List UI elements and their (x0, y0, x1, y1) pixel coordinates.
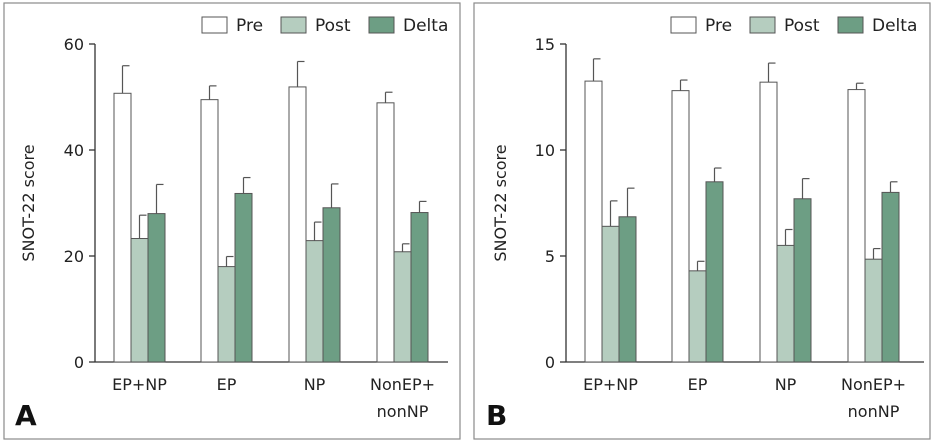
panel-label: B (486, 399, 507, 432)
x-tick-label: NonEP+ (841, 375, 906, 394)
bar-pre (288, 86, 307, 363)
panel-b: 0 5 10 15 SNOT-22 score EP+NP EP NP NonEP+ nonNP P… (473, 2, 931, 440)
bar-post (217, 266, 236, 363)
legend-label-post: Post (784, 16, 820, 36)
bar-delta (881, 191, 900, 363)
bar-delta (705, 181, 724, 363)
x-tick-label: EP (217, 375, 237, 394)
bar-post (393, 251, 412, 363)
legend-label-delta: Delta (872, 16, 917, 36)
bar-pre (671, 90, 690, 363)
x-tick-label: nonNP (848, 402, 900, 421)
x-tick-label: NP (775, 375, 797, 394)
legend-swatch-delta (837, 16, 864, 34)
legend-label-pre: Pre (236, 16, 263, 36)
y-tick-label: 60 (64, 35, 84, 54)
legend-label-delta: Delta (403, 16, 448, 36)
y-axis-label: SNOT-22 score (491, 144, 510, 261)
x-tick-label: NonEP+ (370, 375, 435, 394)
x-tick-label: nonNP (377, 402, 429, 421)
bar-pre (847, 89, 866, 363)
y-tick-label: 15 (535, 35, 555, 54)
bar-delta (147, 213, 166, 363)
legend-swatch-post (280, 16, 307, 34)
bar-delta (234, 192, 253, 363)
bar-pre (113, 92, 132, 363)
legend-swatch-delta (368, 16, 395, 34)
legend: Pre Post Delta (670, 16, 917, 36)
bar-post (601, 225, 620, 363)
bar-post (776, 244, 795, 363)
bar-pre (376, 102, 395, 363)
bar-post (864, 258, 883, 363)
y-tick-label: 5 (545, 247, 555, 266)
y-tick-label: 0 (545, 353, 555, 372)
bar-post (130, 238, 149, 363)
legend-swatch-pre (201, 16, 228, 34)
bar-pre (200, 99, 219, 363)
y-axis-label: SNOT-22 score (19, 144, 38, 261)
x-tick-label: EP+NP (583, 375, 638, 394)
y-tick-label: 0 (74, 353, 84, 372)
x-tick-label: EP+NP (112, 375, 167, 394)
y-tick-label: 20 (64, 247, 84, 266)
bar-delta (410, 212, 429, 363)
x-tick-label: EP (688, 375, 708, 394)
bar-post (688, 270, 707, 363)
legend: Pre Post Delta (201, 16, 448, 36)
bar-delta (322, 207, 341, 363)
x-tick-label: NP (304, 375, 326, 394)
y-tick-label: 40 (64, 141, 84, 160)
bar-delta (618, 216, 637, 363)
legend-label-post: Post (315, 16, 351, 36)
bar-post (305, 240, 324, 363)
panel-a: 0 20 40 60 SNOT-22 score EP+NP EP NP NonEP+ nonNP… (3, 2, 461, 440)
bar-pre (759, 81, 778, 363)
panel-label: A (15, 399, 37, 432)
legend-swatch-pre (670, 16, 697, 34)
legend-swatch-post (749, 16, 776, 34)
legend-label-pre: Pre (705, 16, 732, 36)
y-tick-label: 10 (535, 141, 555, 160)
bar-delta (793, 198, 812, 363)
bar-pre (584, 80, 603, 363)
